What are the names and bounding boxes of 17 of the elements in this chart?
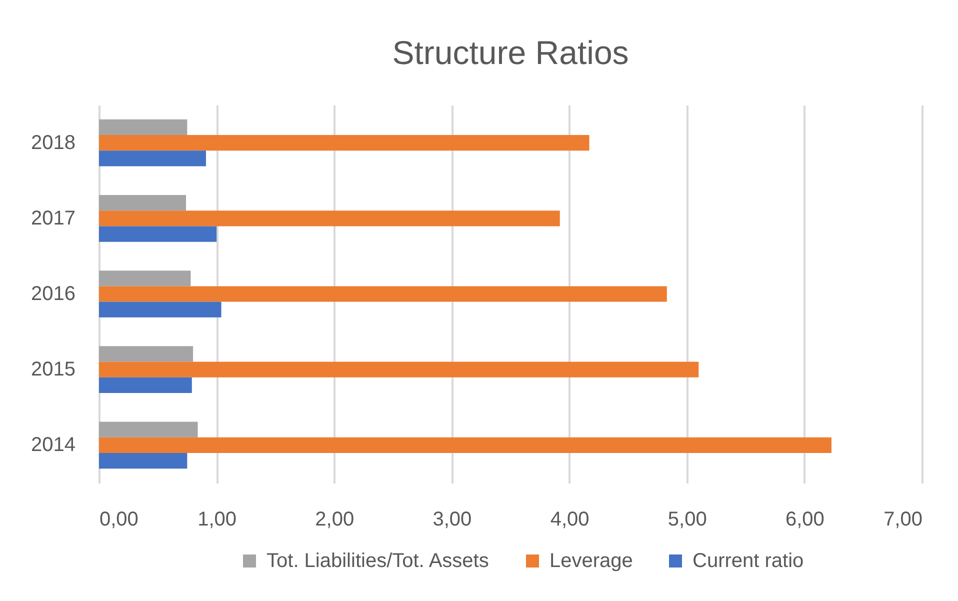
- legend-label: Tot. Liabilities/Tot. Assets: [266, 550, 489, 572]
- x-tick-label: 3,00: [432, 508, 472, 530]
- y-tick-label: 2017: [31, 207, 76, 230]
- y-tick-label: 2018: [31, 132, 76, 154]
- chart-title: Structure Ratios: [392, 34, 629, 71]
- y-tick-label: 2016: [31, 283, 76, 305]
- legend-label: Leverage: [550, 550, 633, 572]
- x-tick-label: 1,00: [198, 508, 237, 530]
- x-tick-label: 4,00: [550, 508, 590, 530]
- x-tick-label: 7,00: [884, 508, 922, 530]
- y-tick-label: 2015: [31, 358, 76, 381]
- x-tick-label: 6,00: [785, 508, 824, 530]
- y-tick-label: 2014: [31, 434, 76, 456]
- x-tick-label: 2,00: [315, 508, 354, 530]
- legend-label: Current ratio: [692, 550, 804, 572]
- x-tick-label: 5,00: [668, 508, 707, 530]
- x-tick-label: 0,00: [100, 508, 138, 530]
